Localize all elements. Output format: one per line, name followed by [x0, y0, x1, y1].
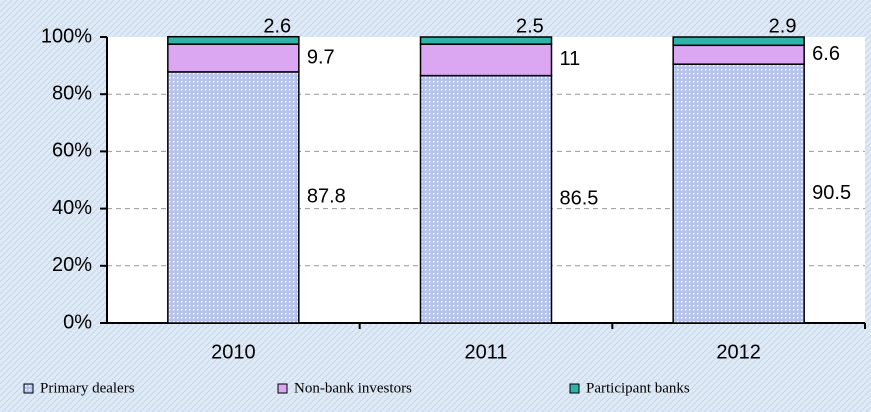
x-tick-label: 2012: [716, 341, 761, 363]
x-tick-label: 2011: [464, 341, 507, 363]
data-label: 9.7: [307, 46, 335, 68]
bar-segment: [167, 35, 300, 45]
data-label: 2.6: [263, 15, 291, 37]
legend-label: Non-bank investors: [294, 380, 412, 396]
data-label: 2.5: [516, 15, 544, 37]
bar-segment: [419, 74, 553, 324]
bar-segment: [672, 44, 805, 65]
legend-marker: [23, 383, 34, 394]
legend-label: Participant banks: [586, 380, 690, 396]
bar-segment: [167, 43, 300, 73]
bar-segment: [672, 63, 805, 324]
data-label: 90.5: [812, 182, 851, 204]
data-label: 2.9: [769, 15, 797, 37]
legend-label: Primary dealers: [40, 380, 135, 396]
legend-marker: [569, 383, 580, 394]
y-tick-label: 0%: [63, 311, 92, 333]
bar-segment: [672, 36, 805, 47]
y-tick-label: 20%: [52, 254, 92, 276]
y-tick-label: 100%: [41, 25, 92, 47]
y-tick-label: 80%: [52, 82, 92, 104]
y-tick-label: 60%: [52, 140, 92, 162]
bar-segment: [419, 43, 553, 77]
bar-segment: [419, 36, 553, 45]
y-tick-label: 40%: [52, 197, 92, 219]
x-tick-label: 2010: [211, 341, 256, 363]
legend-marker: [277, 383, 288, 394]
data-label: 11: [560, 48, 581, 70]
data-label: 6.6: [812, 43, 840, 65]
data-label: 86.5: [560, 188, 599, 210]
data-label: 87.8: [307, 186, 346, 208]
bar-segment: [167, 71, 300, 324]
